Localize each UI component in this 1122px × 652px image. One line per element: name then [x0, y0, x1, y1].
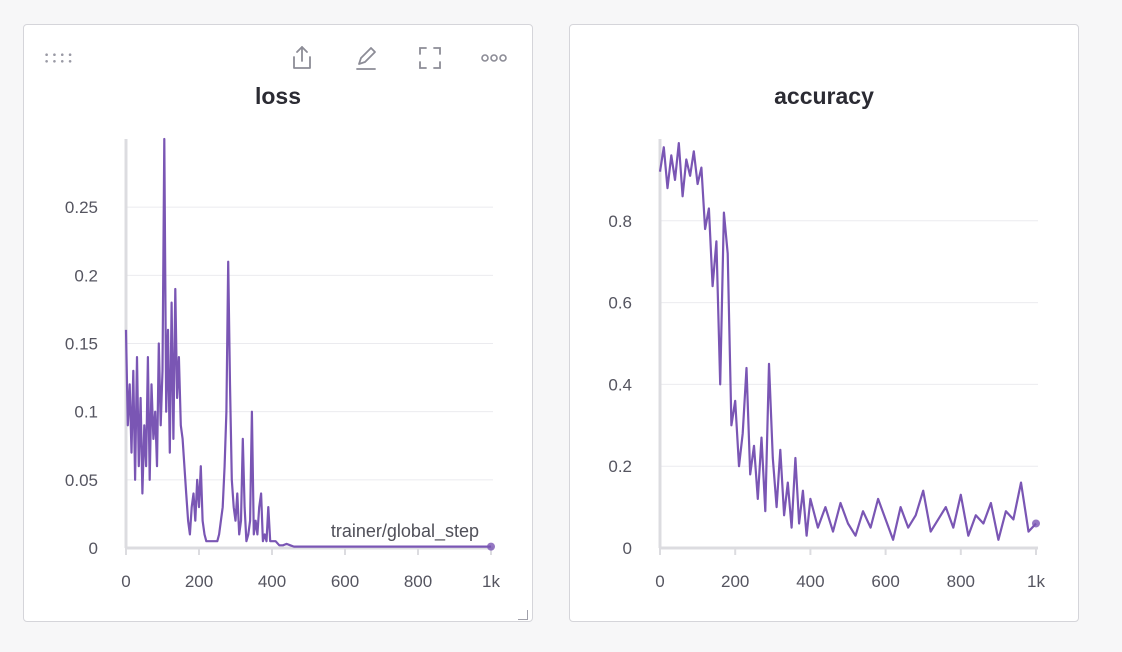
x-tick-label: 0	[655, 572, 664, 591]
more-icon[interactable]	[479, 43, 509, 73]
y-tick-label: 0.2	[74, 266, 98, 285]
x-tick-label: 400	[258, 572, 286, 591]
x-tick-label: 1k	[482, 572, 500, 591]
y-tick-label: 0	[623, 539, 632, 558]
drag-handle-icon[interactable]	[44, 43, 74, 73]
panel-title: accuracy	[774, 83, 874, 109]
series-end-marker	[487, 542, 495, 551]
loss-panel: loss 0 0.05 0.1 0.15 0.2 0.25 0 200 400 600 800 1k t…	[23, 24, 533, 622]
x-tick-label: 600	[331, 572, 359, 591]
x-tick-label: 200	[185, 572, 213, 591]
x-tick-label: 200	[721, 572, 749, 591]
edit-icon[interactable]	[351, 43, 381, 73]
y-tick-label: 0.6	[608, 294, 632, 313]
x-tick-label: 800	[947, 572, 975, 591]
x-tick-label: 400	[796, 572, 824, 591]
y-tick-label: 0.05	[65, 471, 98, 490]
x-tick-label: 0	[121, 572, 130, 591]
x-axis-label: trainer/global_step	[331, 521, 479, 542]
series-end-marker	[1032, 519, 1040, 528]
x-tick-label: 600	[871, 572, 899, 591]
loss-chart[interactable]: 0 0.05 0.1 0.15 0.2 0.25 0 200 400 600 800 1k traine…	[24, 25, 534, 623]
y-tick-label: 0.1	[74, 403, 98, 422]
y-tick-label: 0.8	[608, 212, 632, 231]
y-tick-label: 0.25	[65, 198, 98, 217]
accuracy-panel: accuracy 0 0.2 0.4 0.6 0.8 0 200 400 600 800 1k	[569, 24, 1079, 622]
x-tick-label: 1k	[1027, 572, 1045, 591]
accuracy-chart[interactable]: 0 0.2 0.4 0.6 0.8 0 200 400 600 800 1k	[570, 25, 1080, 623]
y-tick-label: 0.2	[608, 457, 632, 476]
fullscreen-icon[interactable]	[415, 43, 445, 73]
resize-handle-icon[interactable]	[518, 607, 529, 621]
x-tick-label: 800	[404, 572, 432, 591]
share-icon[interactable]	[287, 43, 317, 73]
y-tick-label: 0.15	[65, 335, 98, 354]
y-tick-label: 0.4	[608, 375, 632, 394]
series-line	[658, 141, 1037, 541]
panel-title: loss	[254, 83, 302, 109]
y-tick-label: 0	[89, 539, 98, 558]
panel-toolbar	[24, 25, 532, 87]
series-line	[124, 137, 491, 548]
